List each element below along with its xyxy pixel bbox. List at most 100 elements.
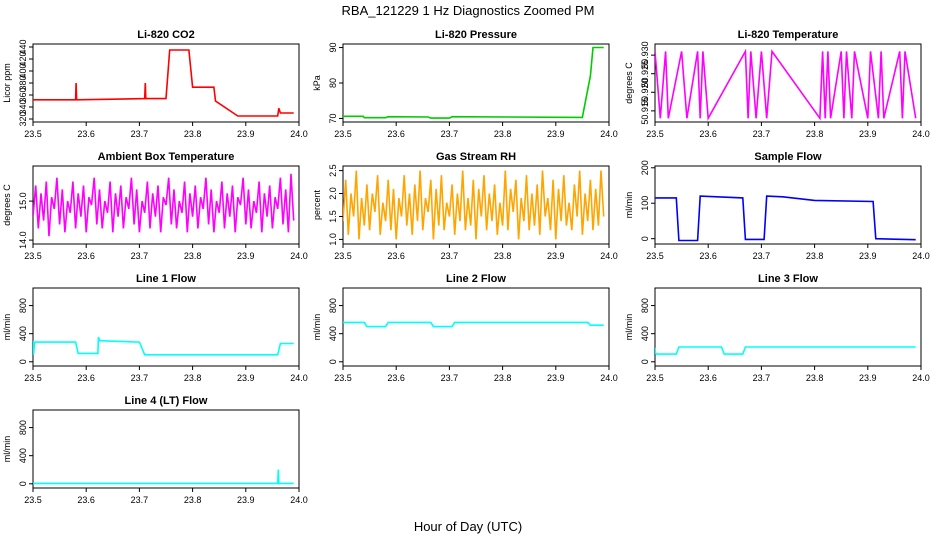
y-tick-label: 0: [328, 359, 338, 364]
series-line: [33, 469, 294, 485]
y-tick-label: 400: [18, 448, 28, 463]
x-tick-label: 23.9: [547, 251, 565, 261]
x-tick-label: 23.7: [441, 251, 459, 261]
series-line: [655, 48, 917, 122]
x-tick-label: 23.7: [753, 251, 771, 261]
y-tick-label: 360: [18, 87, 28, 102]
plot-frame: [32, 165, 300, 245]
series-line: [343, 46, 604, 119]
x-tick-label: 23.8: [184, 129, 202, 139]
x-tick-label: 23.5: [24, 251, 42, 261]
x-tick-label: 24.0: [600, 373, 618, 383]
y-tick-label: 800: [18, 420, 28, 435]
panel-title: Gas Stream RH: [436, 151, 516, 163]
y-axis-label: ml/min: [624, 192, 634, 219]
x-tick-label: 24.0: [912, 373, 930, 383]
plot-frame: [342, 165, 610, 245]
plot-frame: [32, 43, 300, 123]
x-tick-label: 23.6: [387, 373, 405, 383]
x-tick-label: 23.9: [237, 251, 255, 261]
panel-title: Sample Flow: [754, 151, 822, 163]
y-tick-label: 800: [328, 298, 338, 313]
y-axis-label: Licor ppm: [2, 63, 12, 103]
panel-7: Line 1 Flow 23.5 23.6 23.7 23.8 23.9 24.0 0 400 8…: [2, 273, 308, 383]
y-tick-label: 70: [328, 113, 338, 123]
y-tick-label: 200: [640, 160, 650, 175]
panel-4: Ambient Box Temperature 23.5 23.6 23.7 23.8 2…: [2, 151, 308, 261]
x-tick-label: 23.6: [387, 251, 405, 261]
x-tick-label: 23.8: [184, 495, 202, 505]
x-tick-label: 23.7: [131, 251, 149, 261]
x-tick-label: 23.7: [753, 129, 771, 139]
y-axis-label: kPa: [312, 75, 322, 91]
x-tick-label: 23.7: [441, 129, 459, 139]
plot-frame: [342, 43, 610, 123]
y-tick-label: 800: [640, 298, 650, 313]
panel-2: Li-820 Pressure 23.5 23.6 23.7 23.8 23.9 24.0 7…: [312, 29, 618, 139]
y-tick-label: 400: [18, 63, 28, 78]
x-tick-label: 23.7: [441, 373, 459, 383]
panel-title: Ambient Box Temperature: [98, 151, 235, 163]
x-tick-label: 23.6: [77, 251, 95, 261]
x-tick-label: 23.6: [699, 129, 717, 139]
x-tick-label: 23.8: [494, 373, 512, 383]
x-tick-label: 23.8: [806, 373, 824, 383]
y-tick-label: 100: [640, 196, 650, 211]
x-tick-label: 23.8: [806, 129, 824, 139]
y-axis-label: ml/min: [2, 436, 12, 463]
panel-title: Line 3 Flow: [758, 273, 818, 285]
panel-title: Li-820 Temperature: [738, 29, 839, 41]
x-tick-label: 23.9: [859, 251, 877, 261]
panel-10: Line 4 (LT) Flow 23.5 23.6 23.7 23.8 23.9 24.0…: [2, 395, 308, 505]
x-tick-label: 23.9: [859, 129, 877, 139]
x-tick-label: 23.6: [699, 373, 717, 383]
x-tick-label: 23.9: [237, 129, 255, 139]
x-tick-label: 23.5: [646, 129, 664, 139]
x-axis-title: Hour of Day (UTC): [414, 519, 522, 534]
y-tick-label: 50.920: [640, 79, 650, 107]
x-tick-label: 24.0: [600, 129, 618, 139]
y-tick-label: 440: [18, 39, 28, 54]
panel-title: Li-820 CO2: [137, 29, 194, 41]
series-line: [33, 173, 295, 237]
series-line: [33, 336, 294, 356]
panel-6: Sample Flow 23.5 23.6 23.7 23.8 23.9 24.0 0 100 2…: [624, 151, 930, 261]
x-tick-label: 23.5: [646, 251, 664, 261]
x-tick-label: 23.8: [806, 251, 824, 261]
plot-frame: [654, 287, 922, 367]
y-tick-label: 50.915: [640, 97, 650, 125]
y-tick-label: 1.0: [328, 233, 338, 246]
y-tick-label: 2.5: [328, 164, 338, 177]
y-tick-label: 80: [328, 78, 338, 88]
series-line: [343, 170, 605, 240]
x-tick-label: 23.9: [237, 495, 255, 505]
x-tick-label: 23.5: [334, 251, 352, 261]
y-tick-label: 800: [18, 298, 28, 313]
panels: Li-820 CO2 23.5 23.6 23.7 23.8 23.9 24.0 320340…: [2, 29, 930, 505]
y-tick-label: 90: [328, 43, 338, 53]
series-line: [655, 346, 916, 355]
y-axis-label: ml/min: [624, 314, 634, 341]
x-tick-label: 23.9: [547, 129, 565, 139]
x-tick-label: 23.6: [387, 129, 405, 139]
x-tick-label: 23.5: [334, 129, 352, 139]
x-tick-label: 24.0: [290, 495, 308, 505]
x-tick-label: 23.9: [859, 373, 877, 383]
y-tick-label: 400: [328, 326, 338, 341]
series-line: [655, 195, 916, 242]
series-line: [343, 321, 604, 328]
x-tick-label: 23.5: [646, 373, 664, 383]
plot-frame: [654, 165, 922, 245]
x-tick-label: 23.9: [547, 373, 565, 383]
x-tick-label: 23.7: [753, 373, 771, 383]
x-tick-label: 23.5: [24, 129, 42, 139]
x-tick-label: 23.6: [77, 373, 95, 383]
panel-8: Line 2 Flow 23.5 23.6 23.7 23.8 23.9 24.0 0 400 8…: [312, 273, 618, 383]
y-tick-label: 50.925: [640, 60, 650, 88]
plot-frame: [342, 287, 610, 367]
y-tick-label: 1.5: [328, 210, 338, 223]
panel-3: Li-820 Temperature 23.5 23.6 23.7 23.8 23.9 24…: [624, 29, 930, 139]
x-tick-label: 23.6: [77, 495, 95, 505]
x-tick-label: 24.0: [290, 373, 308, 383]
